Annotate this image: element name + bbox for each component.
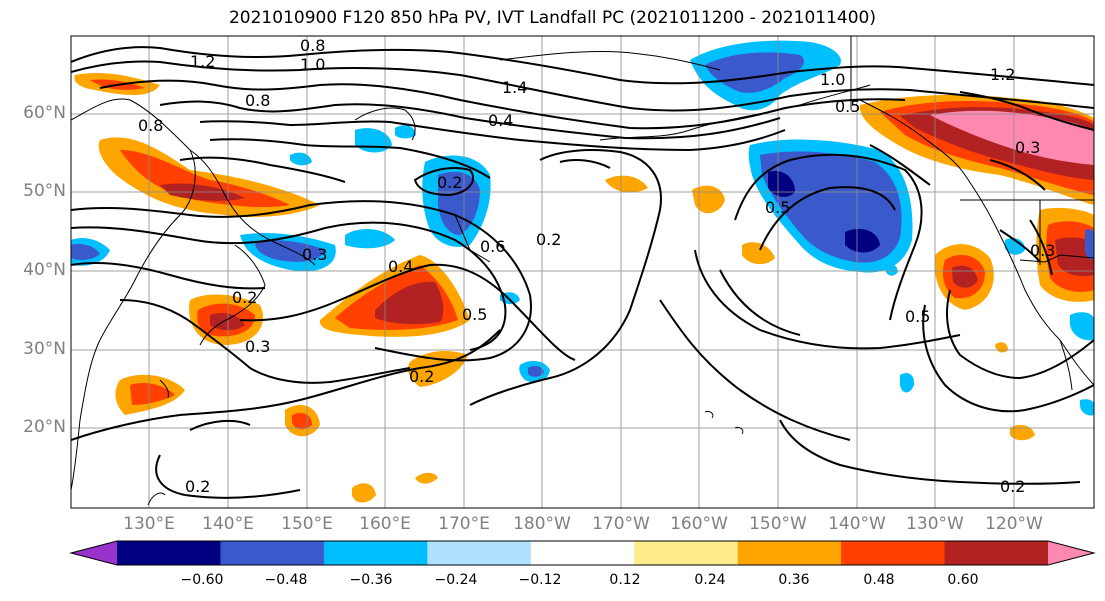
contour-label: 1.0 [300, 55, 325, 74]
contour-label: 0.8 [245, 91, 270, 110]
colorbar [69, 540, 1096, 566]
colorbar-cell [323, 541, 428, 565]
colorbar-cell [841, 541, 946, 565]
contour-label: 0.5 [905, 307, 930, 326]
colorbar-tick-label: −0.60 [180, 572, 224, 588]
contour-label: 0.3 [302, 245, 327, 264]
lat-label-50n: 50°N [23, 181, 66, 201]
contour-label: 0.6 [480, 237, 505, 256]
colorbar-tick-label: −0.12 [518, 572, 562, 588]
contour-label: 0.3 [1015, 138, 1040, 157]
graticule [71, 36, 1094, 508]
contour-label: 0.2 [1000, 477, 1025, 496]
contour-label-group: 1.2 0.8 1.0 0.8 1.4 0.4 1.0 0.5 1.2 0.3 … [138, 36, 1055, 496]
colorbar-cell [427, 541, 532, 565]
contour-label: 0.3 [1030, 241, 1055, 260]
contour-label: 0.2 [437, 173, 462, 192]
colorbar-extend-high [1048, 541, 1094, 565]
lon-label-170w: 170°W [592, 514, 650, 534]
negative-shading [71, 40, 1094, 416]
colorbar-cell [737, 541, 842, 565]
lat-label-40n: 40°N [23, 260, 66, 280]
lat-label-20n: 20°N [23, 417, 66, 437]
contour-lines [71, 46, 1094, 499]
colorbar-tick-label: −0.36 [349, 572, 393, 588]
contour-label: 0.5 [462, 305, 487, 324]
map-area: 1.2 0.8 1.0 0.8 1.4 0.4 1.0 0.5 1.2 0.3 … [71, 36, 1094, 508]
contour-label: 1.2 [190, 52, 215, 71]
map-frame [70, 35, 1095, 509]
colorbar-cell [634, 541, 739, 565]
coastlines [71, 51, 1094, 506]
lon-label-160e: 160°E [359, 514, 411, 534]
contour-label: 0.4 [488, 111, 513, 130]
colorbar-cell [530, 541, 635, 565]
contour-label: 1.2 [990, 65, 1015, 84]
colorbar-tick-label: −0.48 [264, 572, 308, 588]
borders [850, 36, 1094, 265]
contour-label: 0.8 [138, 116, 163, 135]
lat-label-60n: 60°N [23, 103, 66, 123]
contour-label: 0.5 [835, 97, 860, 116]
colorbar-cell [944, 541, 1049, 565]
contour-label: 0.2 [536, 230, 561, 249]
colorbar-cell [117, 541, 221, 565]
colorbar-tick-label: 0.48 [863, 572, 895, 588]
contour-label: 0.8 [300, 36, 325, 55]
lon-label-180w: 180°W [513, 514, 571, 534]
lon-label-160w: 160°W [670, 514, 728, 534]
colorbar-extend-low [71, 541, 117, 565]
map-title: 2021010900 F120 850 hPa PV, IVT Landfall… [228, 8, 876, 28]
colorbar-tick-label: 0.12 [609, 572, 641, 588]
colorbar-cell [220, 541, 325, 565]
lon-label-120w: 120°W [985, 514, 1043, 534]
colorbar-tick-label: 0.36 [778, 572, 810, 588]
contour-label: 0.2 [232, 288, 257, 307]
colorbar-outline [69, 540, 1096, 566]
lon-label-150w: 150°W [749, 514, 807, 534]
lat-label-30n: 30°N [23, 339, 66, 359]
lon-label-130e: 130°E [123, 514, 175, 534]
contour-label: 1.4 [502, 78, 527, 97]
contour-label: 0.3 [245, 337, 270, 356]
lon-label-140w: 140°W [828, 514, 886, 534]
contour-label: 1.0 [820, 70, 845, 89]
contour-label: 0.4 [388, 257, 413, 276]
contour-label: 0.2 [185, 477, 210, 496]
contour-label: 0.2 [409, 367, 434, 386]
lon-label-140e: 140°E [202, 514, 254, 534]
contour-label: 0.5 [765, 198, 790, 217]
colorbar-tick-label: 0.60 [947, 572, 979, 588]
colorbar-tick-label: 0.24 [694, 572, 726, 588]
lon-label-170e: 170°E [438, 514, 490, 534]
lon-label-150e: 150°E [281, 514, 333, 534]
colorbar-tick-label: −0.24 [434, 572, 478, 588]
lon-label-130w: 130°W [906, 514, 964, 534]
